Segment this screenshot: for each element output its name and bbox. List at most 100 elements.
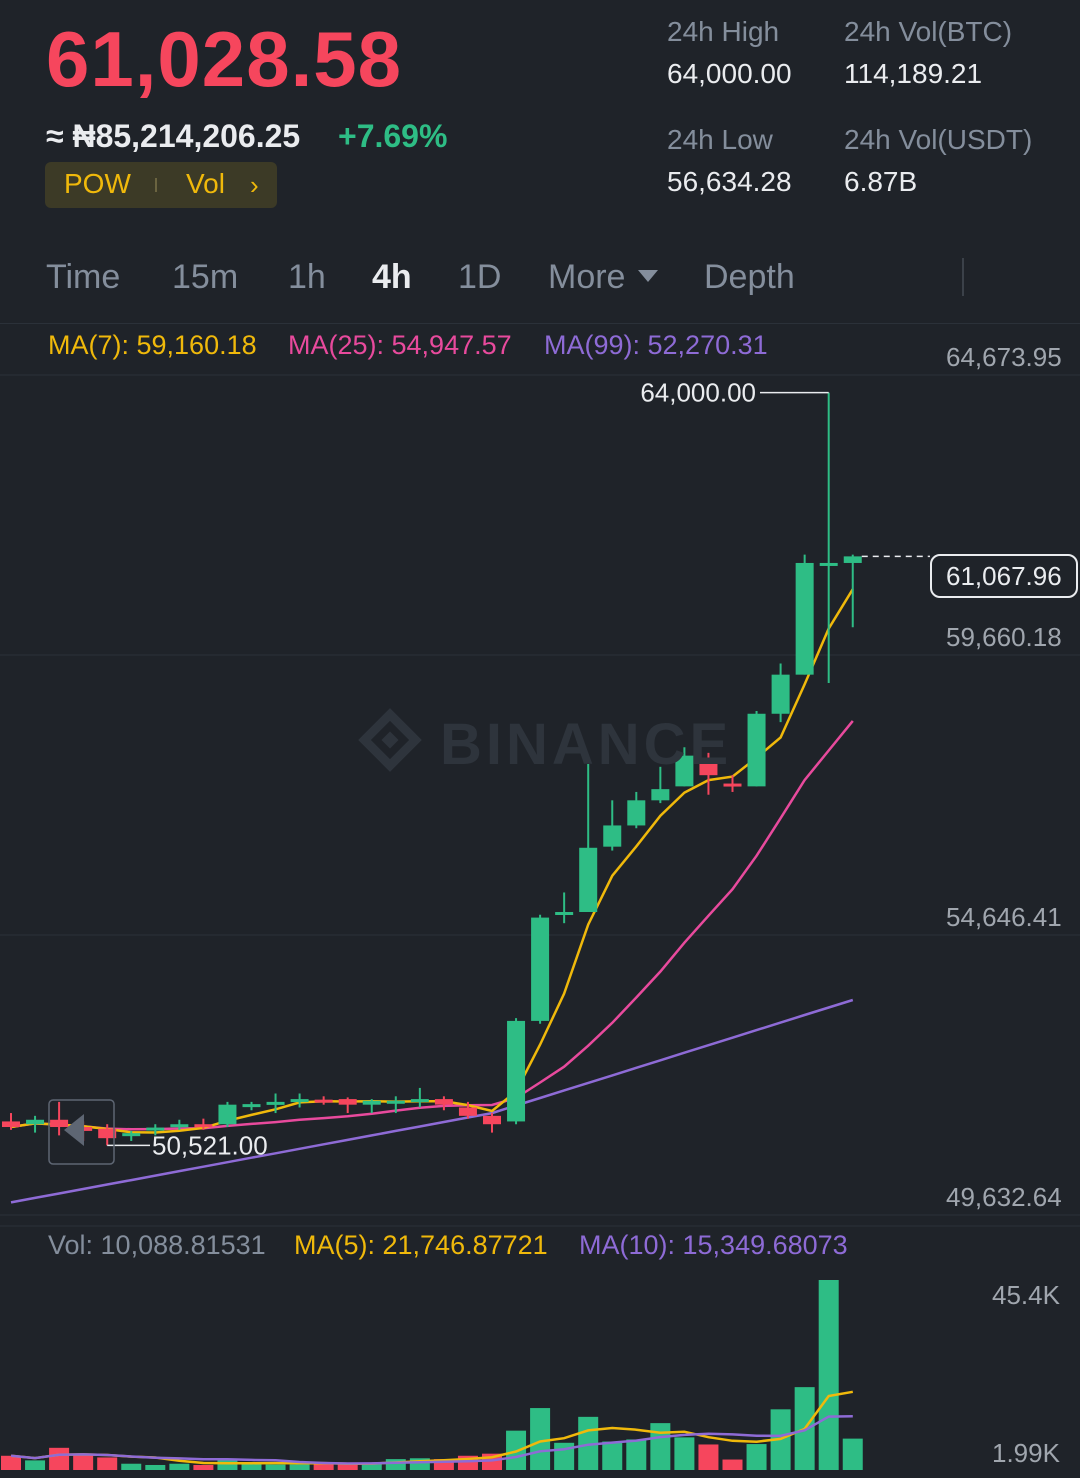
candle-body [26, 1119, 45, 1125]
candle-body [98, 1128, 117, 1139]
candle-body [362, 1100, 381, 1105]
volume-bar [433, 1459, 454, 1470]
fiat-price: ≈ ₦85,214,206.25 [46, 118, 301, 154]
vol-label: Vol: 10,088.81531 [48, 1230, 266, 1260]
tab-15m[interactable]: 15m [172, 258, 239, 296]
tab-1d[interactable]: 1D [458, 258, 502, 296]
volume-bar [409, 1458, 430, 1470]
volume-bar [241, 1463, 262, 1470]
candle-body [458, 1107, 477, 1116]
candle-body [170, 1124, 189, 1128]
ma99-line [10, 998, 854, 1204]
vol-btc-label: 24h Vol(BTC) [844, 16, 1013, 47]
volume-bar [385, 1459, 406, 1470]
vol-usdt-label: 24h Vol(USDT) [844, 124, 1033, 155]
candle-body [819, 562, 838, 566]
candle-body [531, 917, 550, 1021]
volume-bar [313, 1463, 334, 1470]
volume-bar [361, 1462, 382, 1470]
volume-bar [49, 1447, 70, 1470]
candle-body [483, 1115, 501, 1125]
candle-body [386, 1100, 405, 1104]
vol-ma10-line [10, 1415, 853, 1465]
price-axis-label: 49,632.64 [946, 1182, 1062, 1212]
tag-divider [155, 178, 157, 192]
candle-body [675, 755, 694, 787]
volume-bar [1, 1455, 21, 1470]
volume-bar [530, 1408, 551, 1470]
candle-body [266, 1101, 285, 1105]
candle-body [507, 1020, 526, 1122]
low-marker-label: 50,521.00 [152, 1130, 268, 1160]
candle-body [434, 1099, 453, 1105]
tab-more[interactable]: More [548, 258, 626, 296]
tag-pow[interactable]: POW [64, 168, 131, 199]
candle-body [314, 1099, 333, 1103]
back-to-latest-button[interactable] [48, 1099, 115, 1165]
tag-bar[interactable] [45, 162, 277, 208]
price-axis-label: 59,660.18 [946, 622, 1062, 652]
tab-1h[interactable]: 1h [288, 258, 326, 296]
vol-usdt-value: 6.87B [844, 166, 918, 197]
tab-4h[interactable]: 4h [372, 258, 412, 296]
tab-divider [962, 258, 964, 296]
volume-bar [674, 1437, 695, 1470]
ma7-label: MA(7): 59,160.18 [48, 330, 257, 360]
candle-body [50, 1119, 69, 1128]
candle-body [843, 556, 862, 563]
candle-body [627, 800, 646, 826]
volume-bar [842, 1438, 863, 1470]
candle-body [242, 1104, 261, 1108]
volume-bar [193, 1464, 214, 1470]
divider [0, 323, 1080, 324]
candle-body [194, 1124, 213, 1128]
tag-vol[interactable]: Vol [186, 168, 225, 199]
volume-bar [602, 1441, 623, 1470]
last-price: 61,028.58 [46, 15, 403, 103]
volume-bar [265, 1464, 286, 1470]
chevron-right-icon[interactable]: › [250, 170, 259, 200]
volume-bar [746, 1444, 767, 1470]
tab-depth[interactable]: Depth [704, 258, 795, 296]
candle-body [410, 1099, 429, 1103]
ma7-line [10, 588, 854, 1134]
candle-body [747, 713, 766, 787]
change-percent: +7.69% [338, 118, 448, 154]
volume-bar [145, 1464, 166, 1470]
vol-axis-label: 45.4K [992, 1280, 1060, 1310]
volume-bar [337, 1462, 358, 1470]
vol-ma5-line [10, 1390, 854, 1465]
volume-bar [722, 1459, 743, 1470]
candle-body [338, 1099, 357, 1105]
candle-body [795, 562, 814, 675]
high-marker-label: 64,000.00 [640, 378, 756, 408]
vol-btc-value: 114,189.21 [844, 58, 983, 89]
volume-bar [97, 1457, 118, 1470]
volume-bar [289, 1464, 310, 1470]
low-label: 24h Low [667, 124, 773, 155]
current-price-value: 61,067.96 [946, 561, 1062, 591]
vol-axis-label: 1.99K [992, 1438, 1060, 1468]
candle-body [218, 1104, 237, 1125]
ma99-label: MA(99): 52,270.31 [544, 330, 768, 360]
high-label: 24h High [667, 16, 780, 47]
volume-bar [73, 1453, 94, 1470]
candle-body [579, 847, 598, 913]
volume-bar [698, 1444, 719, 1470]
price-axis-label: 54,646.41 [946, 902, 1062, 932]
candle-body [555, 912, 574, 916]
candle-body [122, 1133, 141, 1137]
ma25-line [10, 720, 854, 1131]
volume-bar [121, 1463, 142, 1470]
high-value: 64,000.00 [667, 58, 792, 89]
tab-time[interactable]: Time [46, 258, 121, 296]
price-axis-label: 64,673.95 [946, 342, 1062, 372]
volume-bar [626, 1439, 647, 1470]
candle-body [699, 761, 718, 776]
volume-bar [818, 1280, 839, 1470]
volume-bar [650, 1423, 671, 1470]
volume-bar [217, 1459, 238, 1470]
volume-bar [169, 1463, 190, 1470]
candle-body [290, 1099, 309, 1103]
